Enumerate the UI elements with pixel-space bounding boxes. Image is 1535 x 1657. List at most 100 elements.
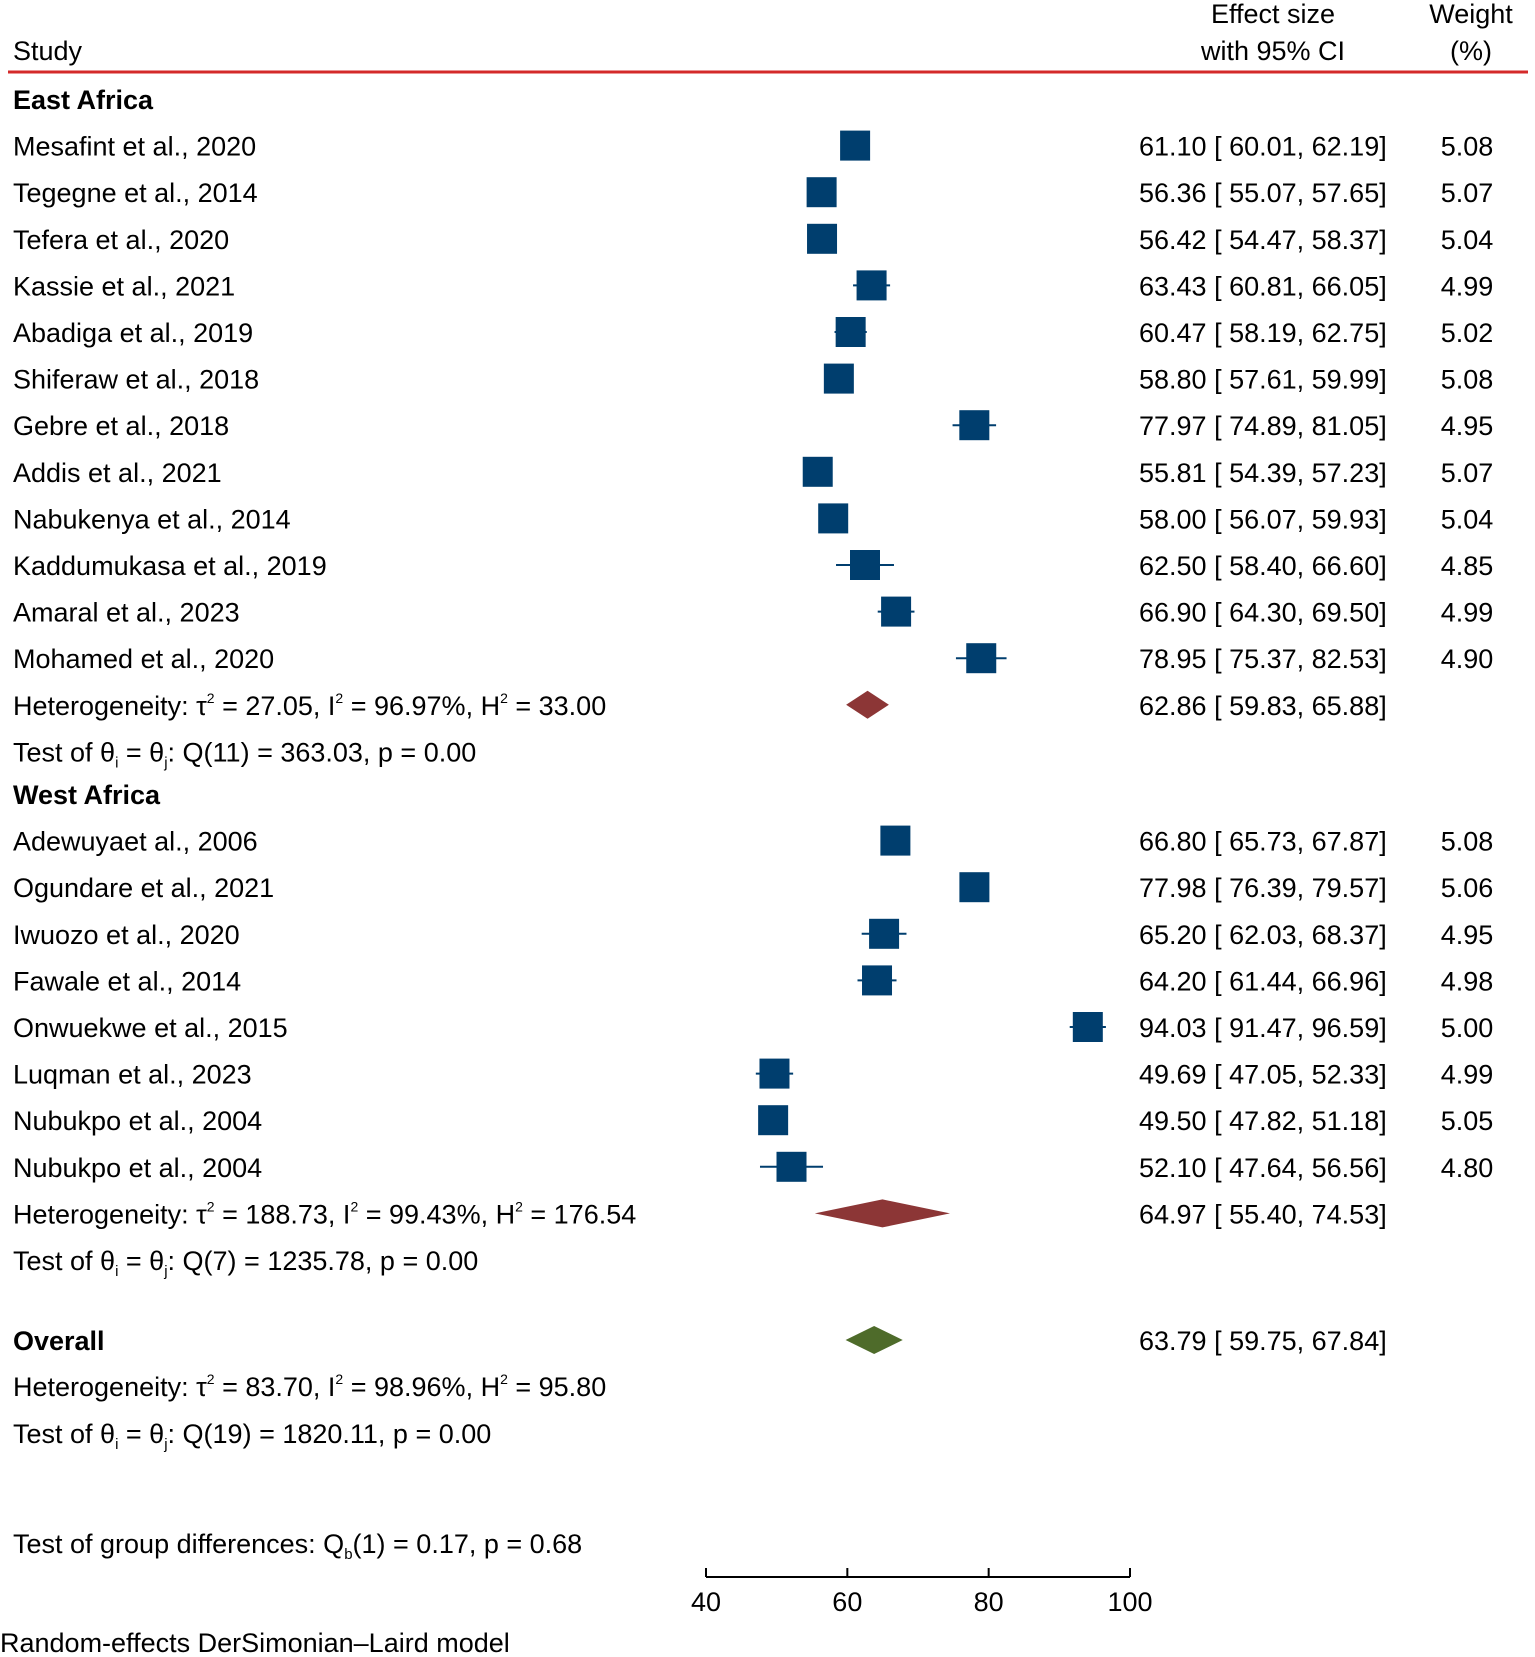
- study-label: Mohamed et al., 2020: [13, 644, 274, 674]
- study-marker: [862, 965, 893, 996]
- subgroup-test: Test of θi = θj: Q(11) = 363.03, p = 0.0…: [13, 737, 476, 771]
- study-label: Addis et al., 2021: [13, 458, 222, 488]
- weight-value: 4.99: [1441, 598, 1494, 628]
- study-marker: [881, 596, 912, 627]
- subgroup-heterogeneity: Heterogeneity: τ2 = 188.73, I2 = 99.43%,…: [13, 1198, 636, 1229]
- study-marker: [835, 317, 866, 347]
- study-marker: [802, 456, 833, 487]
- study-label: Tefera et al., 2020: [13, 225, 229, 255]
- weight-value: 4.99: [1441, 1060, 1494, 1090]
- study-label: Amaral et al., 2023: [13, 598, 240, 628]
- weight-value: 4.99: [1441, 271, 1494, 301]
- study-label: Shiferaw et al., 2018: [13, 365, 259, 395]
- study-label: Gebre et al., 2018: [13, 411, 229, 441]
- effect-size-ci: 55.81 [ 54.39, 57.23]: [1139, 458, 1387, 488]
- weight-value: 5.08: [1441, 827, 1494, 857]
- effect-size-ci: 66.80 [ 65.73, 67.87]: [1139, 827, 1387, 857]
- effect-size-ci: 78.95 [ 75.37, 82.53]: [1139, 644, 1387, 674]
- weight-value: 5.07: [1441, 458, 1494, 488]
- forest-rows: East Africa Mesafint et al., 2020 61.10 [ …: [13, 85, 1493, 1563]
- study-marker: [966, 643, 997, 674]
- overall-estimate: 63.79 [ 59.75, 67.84]: [1139, 1326, 1387, 1356]
- study-label: Adewuyaet al., 2006: [13, 827, 258, 857]
- weight-value: 5.04: [1441, 225, 1494, 255]
- subgroup-title: East Africa: [13, 85, 154, 115]
- effect-size-header-line2: with 95% CI: [1200, 36, 1345, 66]
- study-label: Mesafint et al., 2020: [13, 132, 256, 162]
- study-marker: [823, 363, 854, 394]
- study-marker: [1072, 1012, 1103, 1042]
- effect-size-ci: 52.10 [ 47.64, 56.56]: [1139, 1153, 1387, 1183]
- weight-value: 4.90: [1441, 644, 1494, 674]
- x-axis: 40 60 80 100: [691, 1568, 1153, 1617]
- study-marker: [818, 503, 849, 534]
- effect-size-ci: 56.36 [ 55.07, 57.65]: [1139, 178, 1387, 208]
- effect-size-ci: 58.80 [ 57.61, 59.99]: [1139, 365, 1387, 395]
- overall-label: Overall: [13, 1326, 105, 1356]
- effect-size-ci: 60.47 [ 58.19, 62.75]: [1139, 318, 1387, 348]
- x-tick-label: 100: [1107, 1587, 1152, 1617]
- effect-size-ci: 66.90 [ 64.30, 69.50]: [1139, 598, 1387, 628]
- effect-size-ci: 49.50 [ 47.82, 51.18]: [1139, 1106, 1387, 1136]
- subgroup-diamond: [846, 690, 889, 719]
- study-marker: [759, 1058, 790, 1089]
- study-label: Nubukpo et al., 2004: [13, 1153, 262, 1183]
- x-tick-label: 80: [974, 1587, 1004, 1617]
- study-marker: [776, 1151, 807, 1182]
- subgroup-pooled-estimate: 62.86 [ 59.83, 65.88]: [1139, 691, 1387, 721]
- study-label: Tegegne et al., 2014: [13, 178, 258, 208]
- study-label: Fawale et al., 2014: [13, 966, 241, 996]
- effect-size-ci: 65.20 [ 62.03, 68.37]: [1139, 920, 1387, 950]
- weight-header-line2: (%): [1450, 36, 1492, 66]
- study-label: Kassie et al., 2021: [13, 271, 235, 301]
- x-tick-label: 60: [832, 1587, 862, 1617]
- effect-size-ci: 64.20 [ 61.44, 66.96]: [1139, 966, 1387, 996]
- weight-value: 4.95: [1441, 411, 1494, 441]
- effect-size-ci: 49.69 [ 47.05, 52.33]: [1139, 1060, 1387, 1090]
- study-marker: [840, 130, 871, 161]
- study-label: Nabukenya et al., 2014: [13, 504, 291, 534]
- study-marker: [856, 270, 887, 301]
- study-label: Onwuekwe et al., 2015: [13, 1013, 288, 1043]
- subgroup-title: West Africa: [13, 780, 161, 810]
- effect-size-ci: 61.10 [ 60.01, 62.19]: [1139, 132, 1387, 162]
- effect-size-ci: 58.00 [ 56.07, 59.93]: [1139, 504, 1387, 534]
- study-label: Luqman et al., 2023: [13, 1060, 252, 1090]
- weight-value: 5.00: [1441, 1013, 1494, 1043]
- study-marker: [880, 825, 911, 856]
- weight-value: 4.85: [1441, 551, 1494, 581]
- study-column-header: Study: [13, 36, 83, 66]
- weight-value: 5.06: [1441, 873, 1494, 903]
- weight-value: 5.08: [1441, 365, 1494, 395]
- weight-value: 5.07: [1441, 178, 1494, 208]
- study-marker: [807, 223, 838, 254]
- x-tick-label: 40: [691, 1587, 721, 1617]
- study-marker: [758, 1105, 789, 1136]
- study-marker: [959, 872, 990, 903]
- weight-value: 4.98: [1441, 966, 1494, 996]
- study-label: Ogundare et al., 2021: [13, 873, 274, 903]
- weight-value: 5.05: [1441, 1106, 1494, 1136]
- subgroup-heterogeneity: Heterogeneity: τ2 = 27.05, I2 = 96.97%, …: [13, 690, 606, 721]
- study-label: Nubukpo et al., 2004: [13, 1106, 262, 1136]
- subgroup-diamond: [814, 1199, 951, 1228]
- weight-header-line1: Weight: [1429, 0, 1513, 29]
- weight-value: 5.08: [1441, 132, 1494, 162]
- group-differences-test: Test of group differences: Qb(1) = 0.17,…: [13, 1529, 582, 1563]
- effect-size-ci: 94.03 [ 91.47, 96.59]: [1139, 1013, 1387, 1043]
- overall-diamond: [845, 1326, 903, 1354]
- effect-size-ci: 63.43 [ 60.81, 66.05]: [1139, 271, 1387, 301]
- study-marker: [959, 410, 990, 441]
- subgroup-pooled-estimate: 64.97 [ 55.40, 74.53]: [1139, 1199, 1387, 1229]
- overall-heterogeneity: Heterogeneity: τ2 = 83.70, I2 = 98.96%, …: [13, 1371, 606, 1402]
- study-marker: [869, 918, 900, 949]
- study-marker: [850, 550, 880, 580]
- overall-test: Test of θi = θj: Q(19) = 1820.11, p = 0.…: [13, 1419, 491, 1453]
- subgroup-test: Test of θi = θj: Q(7) = 1235.78, p = 0.0…: [13, 1246, 478, 1280]
- effect-size-ci: 62.50 [ 58.40, 66.60]: [1139, 551, 1387, 581]
- weight-value: 4.95: [1441, 920, 1494, 950]
- study-label: Abadiga et al., 2019: [13, 318, 253, 348]
- weight-value: 4.80: [1441, 1153, 1494, 1183]
- model-note: Random-effects DerSimonian–Laird model: [0, 1628, 510, 1657]
